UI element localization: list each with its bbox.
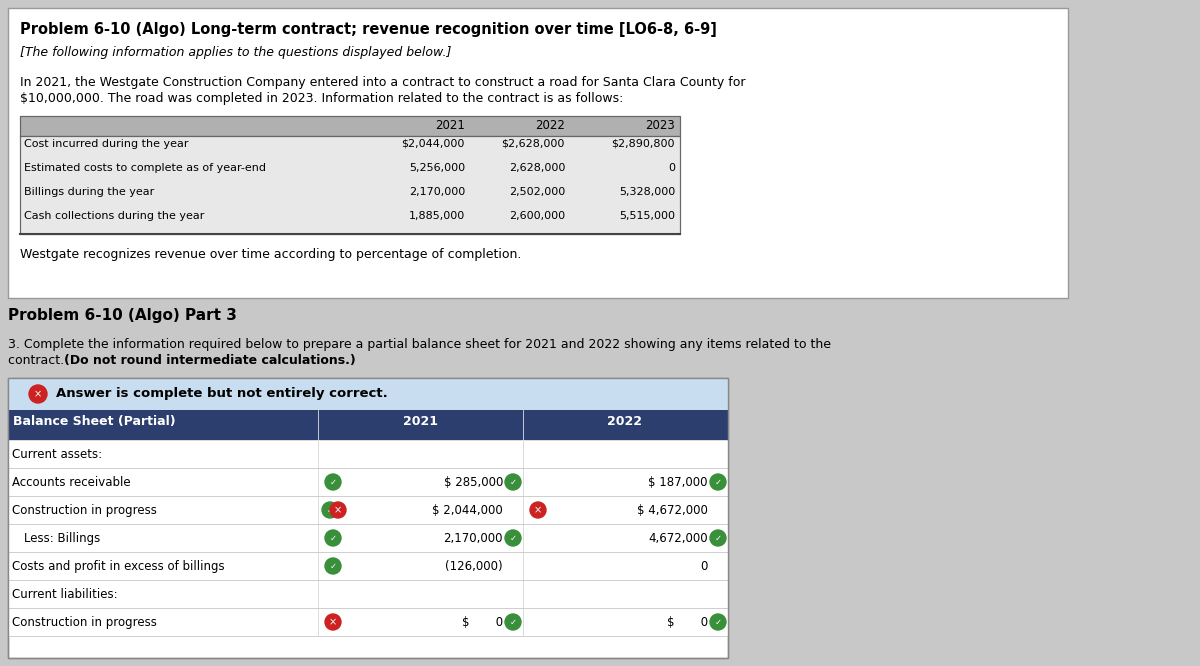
Bar bbox=[8, 496, 728, 524]
Text: $2,044,000: $2,044,000 bbox=[402, 139, 466, 149]
Text: ×: × bbox=[534, 505, 542, 515]
Bar bbox=[20, 116, 680, 136]
Bar bbox=[20, 136, 680, 234]
Circle shape bbox=[710, 614, 726, 630]
Text: 2021: 2021 bbox=[402, 415, 438, 428]
Text: Answer is complete but not entirely correct.: Answer is complete but not entirely corr… bbox=[56, 387, 388, 400]
Text: 2022: 2022 bbox=[607, 415, 642, 428]
Text: 0: 0 bbox=[668, 163, 674, 173]
Text: $ 4,672,000: $ 4,672,000 bbox=[637, 504, 708, 517]
Text: ✓: ✓ bbox=[326, 505, 334, 515]
Text: 5,256,000: 5,256,000 bbox=[409, 163, 466, 173]
Circle shape bbox=[710, 474, 726, 490]
Text: $ 187,000: $ 187,000 bbox=[648, 476, 708, 489]
Text: ×: × bbox=[34, 389, 42, 399]
Text: Cost incurred during the year: Cost incurred during the year bbox=[24, 139, 188, 149]
Text: ✓: ✓ bbox=[330, 533, 336, 543]
Text: $2,890,800: $2,890,800 bbox=[612, 139, 674, 149]
Bar bbox=[8, 378, 728, 410]
Text: ✓: ✓ bbox=[714, 617, 721, 627]
Text: (Do not round intermediate calculations.): (Do not round intermediate calculations.… bbox=[64, 354, 355, 367]
Text: ✓: ✓ bbox=[330, 561, 336, 571]
Bar bbox=[8, 580, 728, 608]
Bar bbox=[8, 468, 728, 496]
Circle shape bbox=[505, 530, 521, 546]
Circle shape bbox=[330, 502, 346, 518]
Circle shape bbox=[29, 385, 47, 403]
Text: ✓: ✓ bbox=[510, 533, 516, 543]
Text: 2,628,000: 2,628,000 bbox=[509, 163, 565, 173]
Text: ×: × bbox=[334, 505, 342, 515]
Bar bbox=[8, 524, 728, 552]
Text: 2022: 2022 bbox=[535, 119, 565, 132]
Circle shape bbox=[710, 530, 726, 546]
Text: ✓: ✓ bbox=[510, 617, 516, 627]
Text: 2023: 2023 bbox=[646, 119, 674, 132]
Circle shape bbox=[325, 614, 341, 630]
Bar bbox=[8, 378, 728, 658]
Text: $ 285,000: $ 285,000 bbox=[444, 476, 503, 489]
Text: (126,000): (126,000) bbox=[445, 560, 503, 573]
Circle shape bbox=[325, 558, 341, 574]
Bar bbox=[8, 552, 728, 580]
Text: Estimated costs to complete as of year-end: Estimated costs to complete as of year-e… bbox=[24, 163, 266, 173]
Text: 2021: 2021 bbox=[436, 119, 464, 132]
Text: Less: Billings: Less: Billings bbox=[24, 532, 101, 545]
Circle shape bbox=[505, 614, 521, 630]
Text: $ 2,044,000: $ 2,044,000 bbox=[432, 504, 503, 517]
Text: 5,328,000: 5,328,000 bbox=[619, 187, 674, 197]
Circle shape bbox=[322, 502, 338, 518]
Text: Cash collections during the year: Cash collections during the year bbox=[24, 211, 204, 221]
Text: Westgate recognizes revenue over time according to percentage of completion.: Westgate recognizes revenue over time ac… bbox=[20, 248, 521, 261]
Circle shape bbox=[530, 502, 546, 518]
Text: 3. Complete the information required below to prepare a partial balance sheet fo: 3. Complete the information required bel… bbox=[8, 338, 830, 351]
Text: $2,628,000: $2,628,000 bbox=[502, 139, 565, 149]
Text: Construction in progress: Construction in progress bbox=[12, 504, 157, 517]
Text: Accounts receivable: Accounts receivable bbox=[12, 476, 131, 489]
Circle shape bbox=[325, 474, 341, 490]
Text: Balance Sheet (Partial): Balance Sheet (Partial) bbox=[13, 415, 175, 428]
Bar bbox=[8, 440, 728, 468]
Bar bbox=[8, 608, 728, 636]
Text: Current liabilities:: Current liabilities: bbox=[12, 588, 118, 601]
Bar bbox=[20, 116, 680, 234]
Circle shape bbox=[325, 530, 341, 546]
Text: contract.: contract. bbox=[8, 354, 68, 367]
Bar bbox=[8, 410, 728, 440]
Text: ✓: ✓ bbox=[714, 533, 721, 543]
Text: 2,502,000: 2,502,000 bbox=[509, 187, 565, 197]
Text: $       0: $ 0 bbox=[462, 616, 503, 629]
Circle shape bbox=[505, 474, 521, 490]
Text: Billings during the year: Billings during the year bbox=[24, 187, 155, 197]
Text: Problem 6-10 (Algo) Part 3: Problem 6-10 (Algo) Part 3 bbox=[8, 308, 236, 323]
Text: Current assets:: Current assets: bbox=[12, 448, 102, 461]
Text: $       0: $ 0 bbox=[667, 616, 708, 629]
Text: 1,885,000: 1,885,000 bbox=[409, 211, 466, 221]
Text: Costs and profit in excess of billings: Costs and profit in excess of billings bbox=[12, 560, 224, 573]
Text: 2,170,000: 2,170,000 bbox=[409, 187, 466, 197]
Text: Problem 6-10 (Algo) Long-term contract; revenue recognition over time [LO6-8, 6-: Problem 6-10 (Algo) Long-term contract; … bbox=[20, 22, 716, 37]
Text: ✓: ✓ bbox=[510, 478, 516, 486]
Text: [The following information applies to the questions displayed below.]: [The following information applies to th… bbox=[20, 46, 451, 59]
Text: 4,672,000: 4,672,000 bbox=[648, 532, 708, 545]
Text: In 2021, the Westgate Construction Company entered into a contract to construct : In 2021, the Westgate Construction Compa… bbox=[20, 76, 745, 89]
Text: ✓: ✓ bbox=[330, 478, 336, 486]
Text: 0: 0 bbox=[701, 560, 708, 573]
Text: ×: × bbox=[329, 617, 337, 627]
Text: $10,000,000. The road was completed in 2023. Information related to the contract: $10,000,000. The road was completed in 2… bbox=[20, 92, 623, 105]
Bar bbox=[8, 378, 728, 658]
Text: 2,600,000: 2,600,000 bbox=[509, 211, 565, 221]
Text: Construction in progress: Construction in progress bbox=[12, 616, 157, 629]
Bar bbox=[8, 8, 1068, 298]
Text: 5,515,000: 5,515,000 bbox=[619, 211, 674, 221]
Text: 2,170,000: 2,170,000 bbox=[444, 532, 503, 545]
Text: ✓: ✓ bbox=[714, 478, 721, 486]
